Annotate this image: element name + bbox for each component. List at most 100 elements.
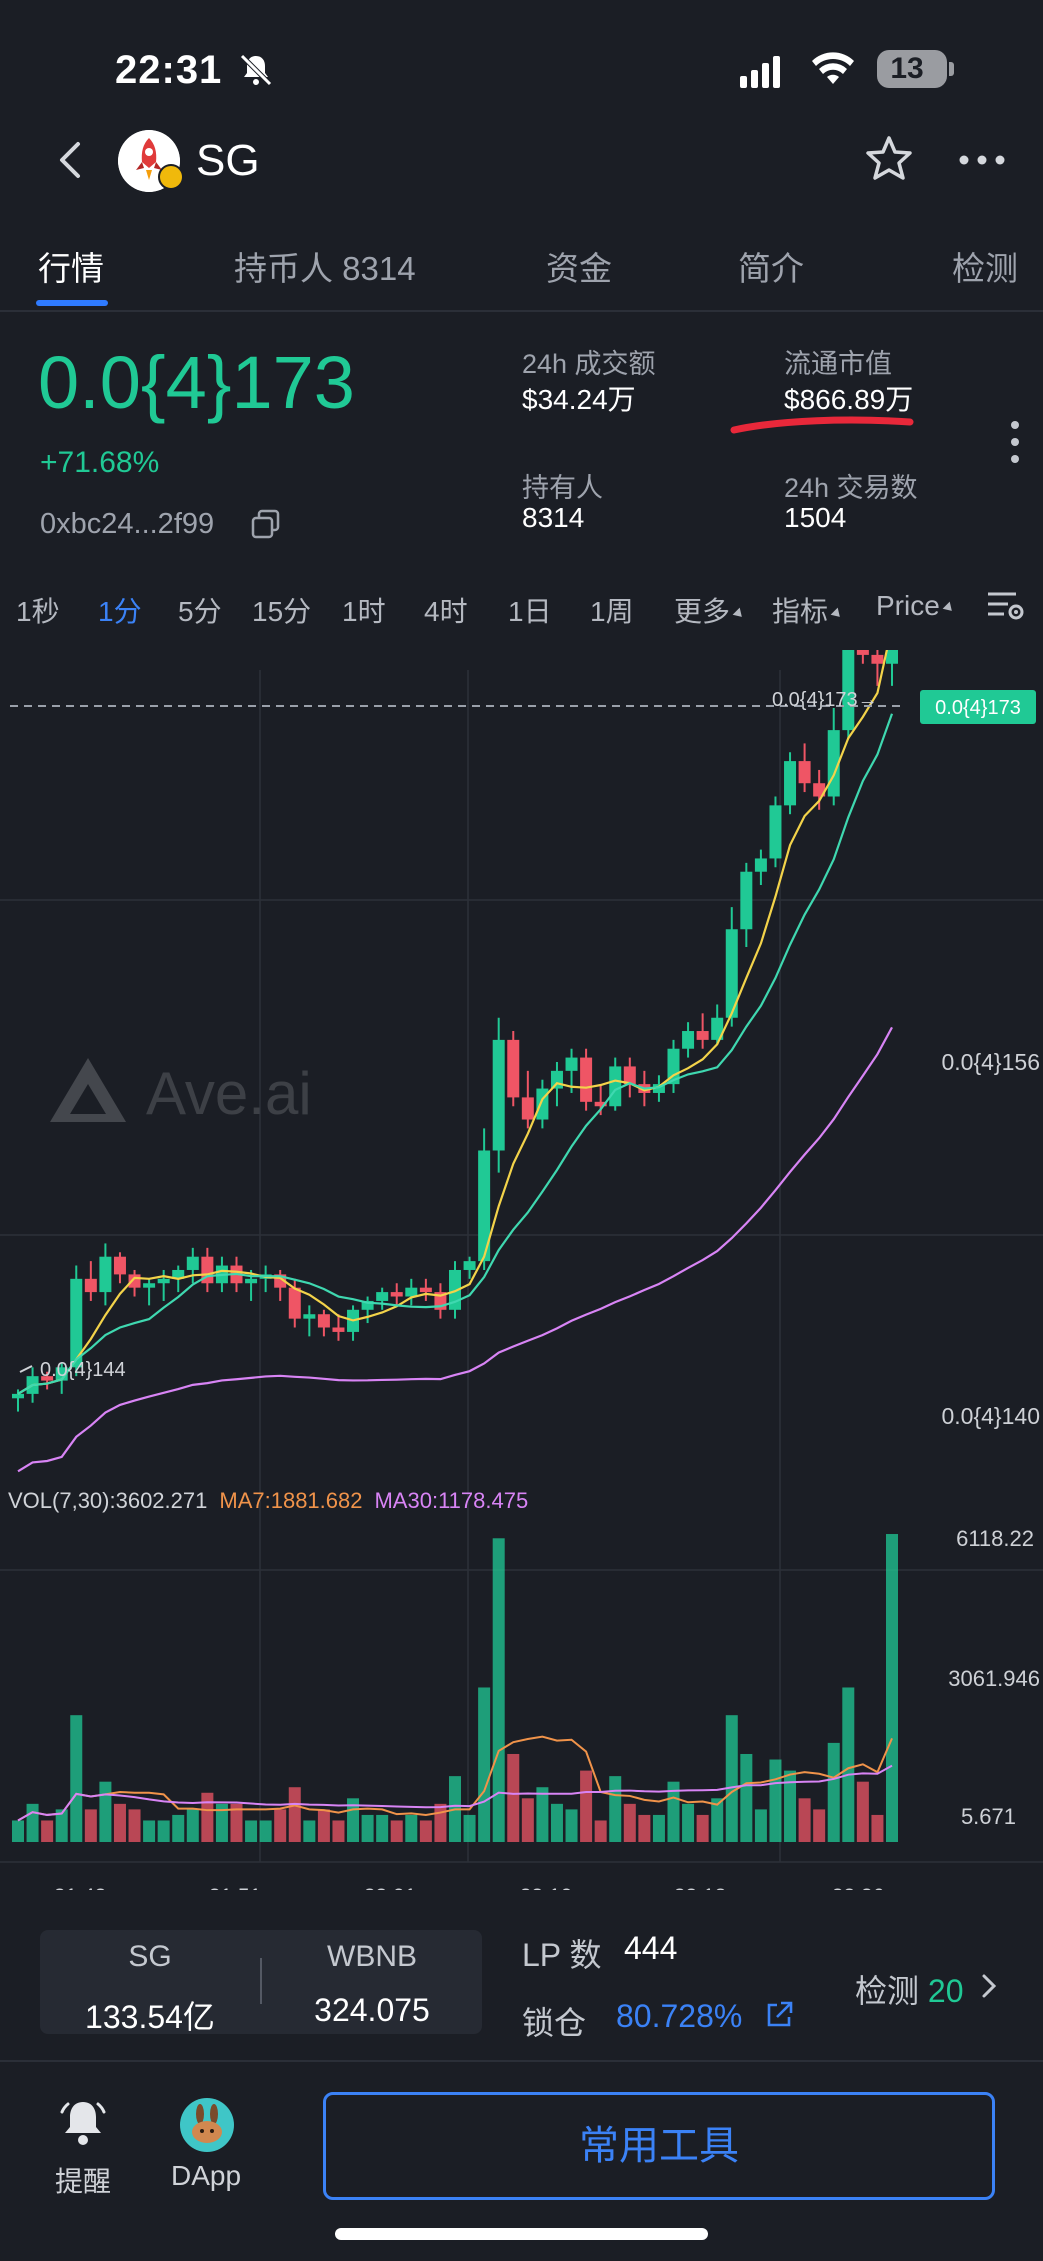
back-arrow-icon[interactable] (56, 140, 86, 180)
copy-icon[interactable] (250, 508, 282, 540)
lock-value-link[interactable]: 80.728% (616, 1998, 743, 2034)
volume-bar (332, 1820, 345, 1842)
stat-label-holders: 持有人 (522, 473, 603, 503)
volume-bar (521, 1798, 534, 1842)
candle-body (507, 1039, 520, 1098)
pool-separator (260, 1958, 262, 2004)
ma-line-10 (17, 713, 894, 1395)
candles (12, 650, 898, 1412)
candle-body (113, 1256, 126, 1275)
tf-1h[interactable]: 1时 (342, 596, 386, 627)
volume-bar (740, 1753, 753, 1842)
token-symbol: SG (196, 136, 260, 185)
x-axis-label: 21:43 (54, 1885, 107, 1890)
tab-market[interactable]: 行情 (38, 250, 104, 287)
volume-bar (26, 1803, 39, 1842)
volume-bar (623, 1803, 636, 1842)
tf-4h[interactable]: 4时 (424, 596, 468, 627)
chart-settings-icon[interactable] (986, 588, 1026, 624)
tf-more-dropdown[interactable]: 更多 (674, 590, 746, 630)
candle-body (754, 858, 767, 872)
battery-icon (877, 50, 947, 88)
alert-bell-icon[interactable] (56, 2096, 110, 2150)
tab-funds[interactable]: 资金 (546, 250, 612, 287)
cellular-signal-icon (740, 56, 780, 88)
tf-1w[interactable]: 1周 (590, 596, 634, 627)
volume-bar (128, 1809, 141, 1842)
status-time: 22:31 (115, 48, 223, 92)
vol-legend-ma30: MA30:1178.475 (374, 1488, 528, 1513)
chevron-right-icon[interactable] (980, 1972, 998, 2000)
candle-body (886, 650, 898, 664)
volume-bar (113, 1803, 126, 1842)
last-price-line-label: 0.0{4}173→ (772, 689, 878, 711)
candle-body (492, 1039, 505, 1151)
candle-body (317, 1314, 330, 1328)
volume-bar (536, 1787, 549, 1842)
tf-15m[interactable]: 15分 (252, 596, 312, 627)
candle-body (463, 1261, 476, 1270)
volume-bar (274, 1809, 287, 1842)
candlestick-chart[interactable]: Ave.ai 0.0{4}173→ 0.0{4}173 0.0{4}144 0.… (0, 650, 1043, 1890)
volume-bar (201, 1792, 214, 1842)
candle-body (521, 1097, 534, 1120)
volume-bar (769, 1759, 782, 1842)
candle-body (99, 1256, 112, 1293)
contract-address[interactable]: 0xbc24...2f99 (40, 508, 215, 540)
tab-detect[interactable]: 检测 (952, 250, 1018, 287)
volume-ma-lines (17, 1735, 893, 1822)
tf-1s[interactable]: 1秒 (16, 596, 60, 627)
stat-value-holders: 8314 (522, 502, 585, 533)
candle-body (288, 1287, 301, 1319)
x-axis-label: 22:10 (520, 1885, 573, 1890)
indicators-dropdown[interactable]: 指标 (772, 590, 844, 630)
detect-count: 20 (927, 1973, 964, 2009)
indicators-label: 指标 (772, 596, 829, 627)
tf-1m[interactable]: 1分 (98, 596, 142, 627)
stat-label-24h-volume: 24h 成交额 (522, 349, 656, 379)
nav-alert-label[interactable]: 提醒 (55, 2166, 112, 2197)
candle-body (390, 1292, 403, 1297)
price-mode-dropdown[interactable]: Price (876, 590, 956, 622)
volume-bar (886, 1534, 898, 1842)
volume-ma-30 (17, 1764, 893, 1822)
tab-holders[interactable]: 持币人 8314 (234, 250, 416, 287)
stat-value-24h-trades: 1504 (784, 502, 847, 533)
volume-bar (172, 1814, 185, 1842)
star-icon[interactable] (864, 134, 914, 184)
volume-bar (215, 1803, 228, 1842)
volume-bar (725, 1715, 738, 1842)
tf-5m[interactable]: 5分 (178, 596, 222, 627)
tf-1d[interactable]: 1日 (508, 596, 552, 627)
volume-bar (55, 1809, 68, 1842)
candle-body (84, 1278, 97, 1293)
y-axis-label-156: 0.0{4}156 (941, 1049, 1040, 1075)
x-axis-labels: 21:43 21:51 22:01 22:10 22:18 22:26 (54, 1885, 885, 1890)
candle-body (70, 1278, 83, 1368)
volume-bar (157, 1820, 170, 1842)
vol-legend: VOL(7,30):3602.271 MA7:1881.682 MA30:1178.… (8, 1488, 528, 1513)
candle-body (245, 1278, 258, 1284)
vertical-more-icon[interactable] (1010, 420, 1020, 464)
detect-link[interactable]: 检测 20 (855, 1966, 964, 2012)
more-icon[interactable] (958, 150, 1006, 170)
ma-lines (17, 650, 894, 1473)
dapp-bunny-icon[interactable] (180, 2098, 234, 2152)
stat-label-24h-trades: 24h 交易数 (784, 473, 918, 503)
pool-token-b-amount: 324.075 (314, 1992, 430, 2028)
nav-dapp-label[interactable]: DApp (171, 2160, 242, 2191)
common-tools-button[interactable]: 常用工具 (323, 2092, 995, 2200)
external-link-icon[interactable] (764, 2000, 794, 2030)
x-axis-label: 22:01 (364, 1885, 417, 1890)
volume-bar (492, 1538, 505, 1842)
volume-bar (390, 1820, 403, 1842)
tab-intro[interactable]: 简介 (738, 250, 804, 287)
bell-muted-icon (240, 54, 272, 86)
low-price-pointer (19, 1365, 33, 1373)
dropdown-caret-icon (830, 607, 844, 620)
pool-token-a-amount: 133.54亿 (85, 1999, 215, 2035)
volume-bar (376, 1814, 389, 1842)
candle-body (798, 761, 811, 784)
volume-bar (419, 1820, 432, 1842)
dropdown-caret-icon (942, 601, 956, 614)
